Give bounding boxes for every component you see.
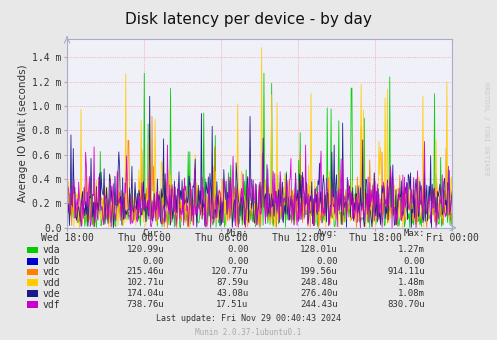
Text: Avg:: Avg:	[317, 229, 338, 238]
Text: vdf: vdf	[42, 300, 60, 310]
Text: vdc: vdc	[42, 267, 60, 277]
Text: 0.00: 0.00	[317, 257, 338, 266]
Text: 87.59u: 87.59u	[216, 278, 248, 287]
Text: 1.08m: 1.08m	[398, 289, 425, 298]
Text: 43.08u: 43.08u	[216, 289, 248, 298]
Text: Disk latency per device - by day: Disk latency per device - by day	[125, 12, 372, 27]
Text: Min:: Min:	[227, 229, 248, 238]
Text: vde: vde	[42, 289, 60, 299]
Text: RRDTOOL / TOBI OETIKER: RRDTOOL / TOBI OETIKER	[483, 82, 489, 176]
Text: 0.00: 0.00	[404, 257, 425, 266]
Text: 102.71u: 102.71u	[126, 278, 164, 287]
Y-axis label: Average IO Wait (seconds): Average IO Wait (seconds)	[18, 65, 28, 202]
Text: 1.48m: 1.48m	[398, 278, 425, 287]
Text: 174.04u: 174.04u	[126, 289, 164, 298]
Text: 120.99u: 120.99u	[126, 245, 164, 254]
Text: 0.00: 0.00	[143, 257, 164, 266]
Text: 244.43u: 244.43u	[300, 300, 338, 309]
Text: Cur:: Cur:	[143, 229, 164, 238]
Text: 120.77u: 120.77u	[211, 268, 248, 276]
Text: 17.51u: 17.51u	[216, 300, 248, 309]
Text: 914.11u: 914.11u	[387, 268, 425, 276]
Text: 215.46u: 215.46u	[126, 268, 164, 276]
Text: vda: vda	[42, 245, 60, 255]
Text: 276.40u: 276.40u	[300, 289, 338, 298]
Text: vdd: vdd	[42, 278, 60, 288]
Text: Last update: Fri Nov 29 00:40:43 2024: Last update: Fri Nov 29 00:40:43 2024	[156, 314, 341, 323]
Text: 830.70u: 830.70u	[387, 300, 425, 309]
Text: 199.56u: 199.56u	[300, 268, 338, 276]
Text: 248.48u: 248.48u	[300, 278, 338, 287]
Text: Munin 2.0.37-1ubuntu0.1: Munin 2.0.37-1ubuntu0.1	[195, 328, 302, 337]
Text: Max:: Max:	[404, 229, 425, 238]
Text: 128.01u: 128.01u	[300, 245, 338, 254]
Text: 1.27m: 1.27m	[398, 245, 425, 254]
Text: 0.00: 0.00	[227, 257, 248, 266]
Text: 738.76u: 738.76u	[126, 300, 164, 309]
Text: vdb: vdb	[42, 256, 60, 266]
Text: 0.00: 0.00	[227, 245, 248, 254]
